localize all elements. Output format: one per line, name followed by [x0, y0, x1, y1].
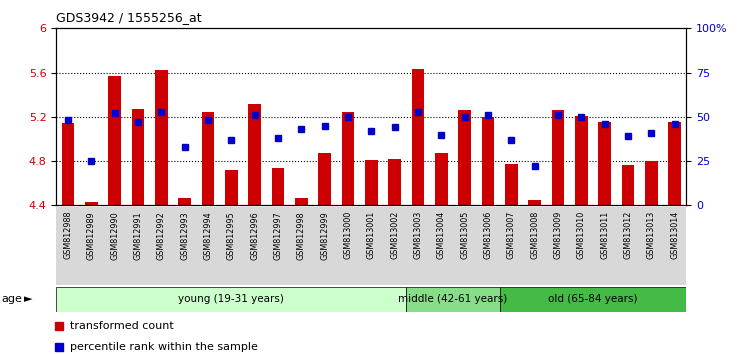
Bar [225, 170, 238, 205]
Bar [56, 207, 80, 285]
Text: GSM813009: GSM813009 [554, 211, 562, 259]
Text: GSM813014: GSM813014 [670, 211, 679, 259]
Bar [154, 70, 168, 205]
Bar [593, 207, 616, 285]
Bar [178, 198, 191, 205]
Bar [56, 287, 406, 312]
Bar [272, 168, 284, 205]
Text: GSM813012: GSM813012 [623, 211, 632, 259]
Bar [318, 153, 331, 205]
Text: middle (42-61 years): middle (42-61 years) [398, 294, 508, 304]
Text: GSM813003: GSM813003 [413, 211, 422, 259]
Text: GSM813011: GSM813011 [600, 211, 609, 259]
Bar [341, 113, 354, 205]
Text: GSM812988: GSM812988 [64, 211, 73, 259]
Text: GSM813001: GSM813001 [367, 211, 376, 259]
Bar [202, 113, 214, 205]
Bar [406, 207, 430, 285]
Text: GSM813002: GSM813002 [390, 211, 399, 259]
Bar [645, 161, 658, 205]
Text: percentile rank within the sample: percentile rank within the sample [70, 342, 258, 352]
Bar [482, 117, 494, 205]
Bar [616, 207, 640, 285]
Bar [149, 207, 173, 285]
Bar [574, 116, 588, 205]
Text: GSM813008: GSM813008 [530, 211, 539, 259]
Text: GSM812991: GSM812991 [134, 211, 142, 259]
Text: GSM812997: GSM812997 [274, 211, 283, 260]
Bar [108, 76, 121, 205]
Bar [103, 207, 126, 285]
Text: young (19-31 years): young (19-31 years) [178, 294, 284, 304]
Bar [500, 287, 686, 312]
Bar [476, 207, 500, 285]
Text: GSM812994: GSM812994 [203, 211, 212, 259]
Bar [383, 207, 406, 285]
Bar [430, 207, 453, 285]
Bar [196, 207, 220, 285]
Text: transformed count: transformed count [70, 321, 174, 331]
Bar [458, 110, 471, 205]
Bar [412, 69, 424, 205]
Bar [528, 200, 541, 205]
Text: GSM813006: GSM813006 [484, 211, 493, 259]
Text: age: age [2, 294, 22, 304]
Bar [569, 207, 593, 285]
Text: GSM813010: GSM813010 [577, 211, 586, 259]
Text: GSM812995: GSM812995 [226, 211, 236, 260]
Bar [551, 110, 564, 205]
Bar [406, 287, 500, 312]
Bar [126, 207, 149, 285]
Text: GSM812993: GSM812993 [180, 211, 189, 259]
Bar [500, 207, 523, 285]
Bar [313, 207, 336, 285]
Text: GSM813004: GSM813004 [436, 211, 445, 259]
Bar [505, 164, 518, 205]
Bar [453, 207, 476, 285]
Text: GSM813000: GSM813000 [344, 211, 352, 259]
Bar [435, 153, 448, 205]
Bar [290, 207, 313, 285]
Bar [388, 159, 401, 205]
Bar [364, 160, 378, 205]
Text: GSM813013: GSM813013 [646, 211, 656, 259]
Bar [598, 122, 611, 205]
Text: GSM812992: GSM812992 [157, 211, 166, 260]
Text: old (65-84 years): old (65-84 years) [548, 294, 638, 304]
Text: GSM812989: GSM812989 [87, 211, 96, 259]
Bar [131, 109, 144, 205]
Bar [336, 207, 359, 285]
Text: GSM813007: GSM813007 [507, 211, 516, 259]
Bar [85, 202, 98, 205]
Text: GSM812998: GSM812998 [297, 211, 306, 259]
Bar [248, 104, 261, 205]
Text: ►: ► [24, 294, 32, 304]
Bar [80, 207, 103, 285]
Bar [266, 207, 290, 285]
Bar [663, 207, 686, 285]
Text: GSM812999: GSM812999 [320, 211, 329, 260]
Bar [668, 122, 681, 205]
Text: GSM812990: GSM812990 [110, 211, 119, 259]
Bar [523, 207, 546, 285]
Text: GDS3942 / 1555256_at: GDS3942 / 1555256_at [56, 11, 202, 24]
Bar [295, 198, 307, 205]
Bar [640, 207, 663, 285]
Bar [622, 166, 634, 205]
Bar [173, 207, 196, 285]
Bar [243, 207, 266, 285]
Text: GSM813005: GSM813005 [460, 211, 469, 259]
Bar [359, 207, 383, 285]
Bar [546, 207, 569, 285]
Bar [62, 124, 74, 205]
Text: GSM812996: GSM812996 [250, 211, 259, 259]
Bar [220, 207, 243, 285]
